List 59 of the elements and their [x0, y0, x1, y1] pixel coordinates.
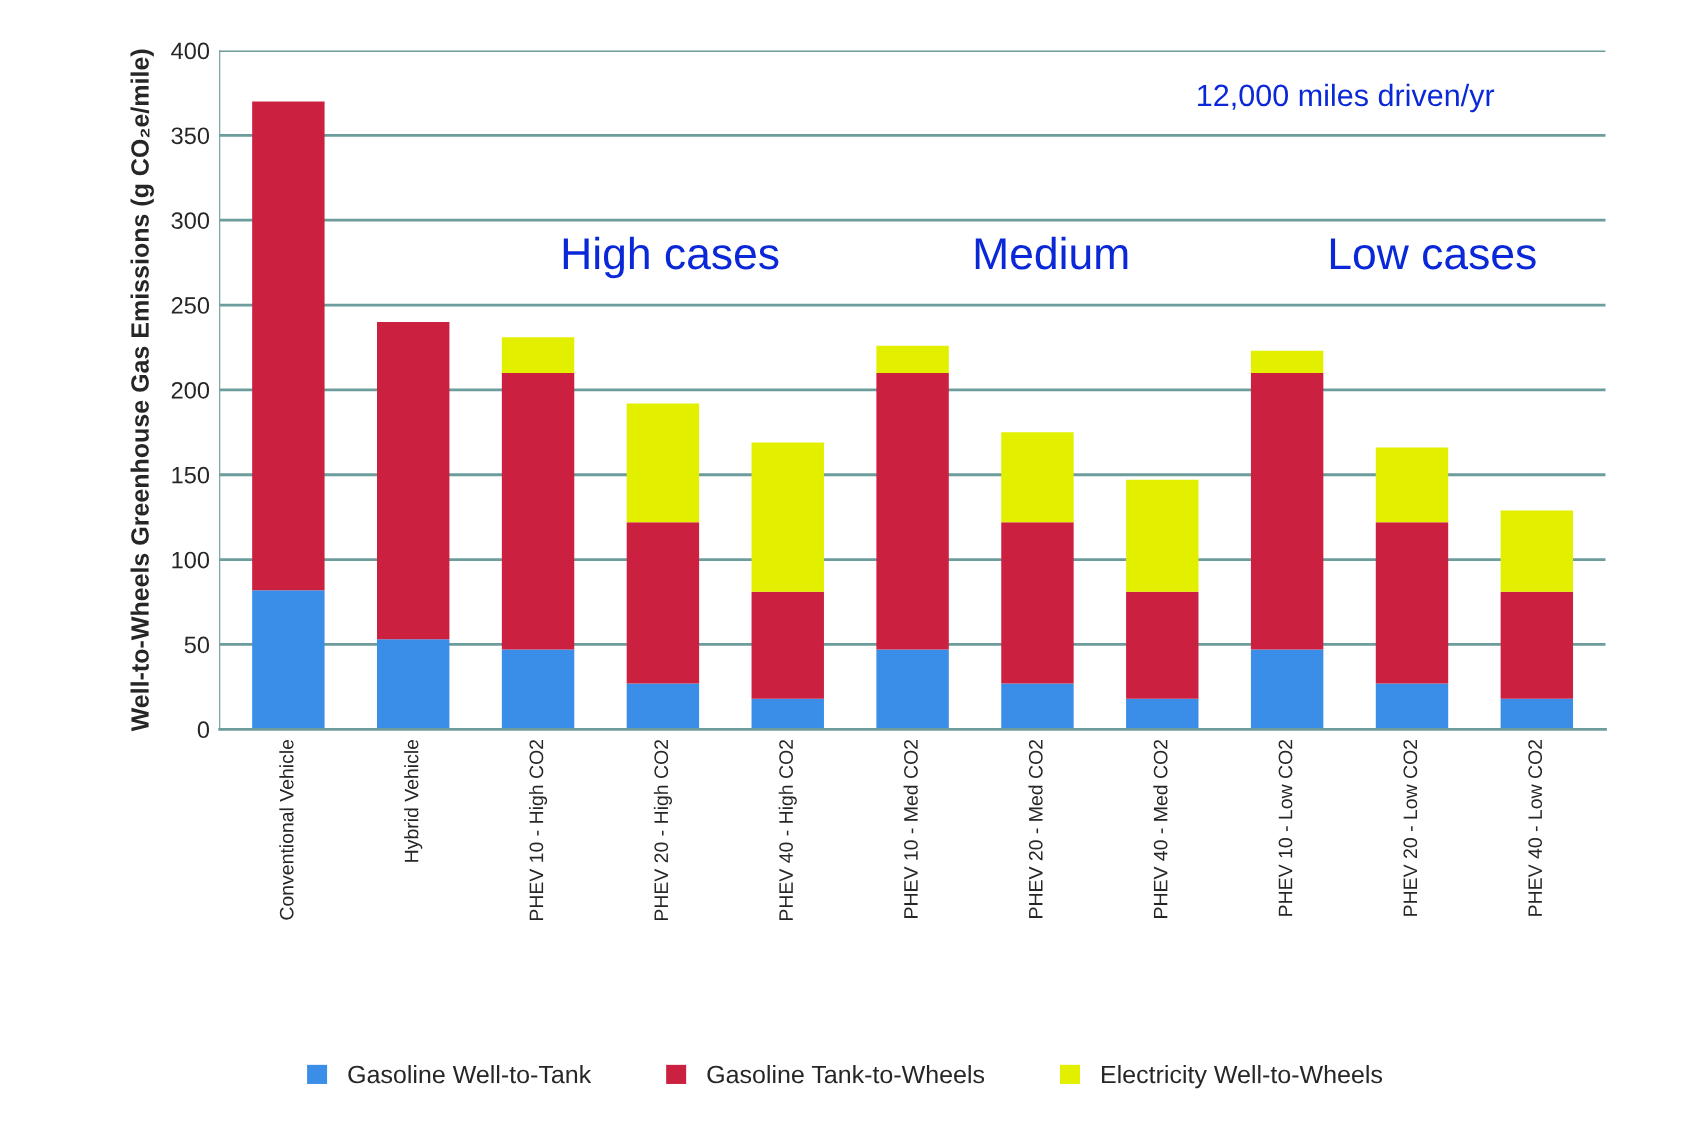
annotation: 12,000 miles driven/yr: [1198, 83, 1495, 113]
y-tick-label: 250: [171, 297, 210, 314]
bar: [501, 649, 575, 730]
bar: [1375, 522, 1449, 684]
bar: [252, 590, 325, 730]
y-axis-title: Well-to-Wheels Greenhouse Gas Emissions (g CO₂e/mile): [130, 49, 154, 732]
x-tick-label: PHEV 20 - High CO2: [653, 739, 672, 921]
y-tick-label: 100: [172, 551, 210, 569]
y-tick-label: 300: [171, 212, 210, 229]
y-tick-label: 150: [172, 466, 210, 484]
bar: [876, 372, 949, 650]
bar: [252, 101, 325, 591]
bar: [1500, 591, 1574, 699]
bar: [1500, 698, 1574, 730]
x-tick-label: PHEV 40 - Low CO2: [1528, 739, 1543, 916]
annotation: Low cases: [1330, 238, 1536, 270]
bar: [1001, 432, 1074, 523]
x-tick-label: PHEV 10 - Med CO2: [903, 739, 918, 918]
bar: [876, 649, 949, 730]
bar: [501, 372, 575, 650]
bar: [1250, 350, 1324, 373]
bar: [377, 322, 450, 640]
bar: [626, 522, 700, 684]
x-tick-label: Conventional Vehicle: [279, 739, 294, 920]
y-tick-label: 200: [171, 381, 210, 399]
x-tick-label: PHEV 40 - High CO2: [778, 739, 797, 921]
bar: [1375, 447, 1449, 523]
bar: [1250, 372, 1324, 650]
x-tick-label: PHEV 10 - Low CO2: [1278, 739, 1293, 916]
bar: [626, 683, 700, 730]
bar: [1250, 649, 1324, 730]
bar: [1126, 591, 1199, 699]
bar: [1126, 698, 1199, 730]
bar: [377, 639, 450, 730]
legend-label: Electricity Well-to-Wheels: [1102, 1064, 1383, 1089]
annotation: High cases: [563, 236, 779, 279]
y-tick-label: 0: [197, 721, 210, 739]
annotation: Medium: [975, 236, 1128, 270]
x-tick-label: PHEV 20 - Low CO2: [1403, 739, 1418, 916]
y-tick-label: 350: [171, 127, 210, 145]
bar: [1001, 683, 1074, 730]
bar: [876, 345, 949, 373]
bar: [1375, 683, 1449, 730]
bar: [751, 698, 824, 730]
y-tick-label: 400: [171, 42, 210, 60]
x-tick-label: Hybrid Vehicle: [404, 739, 423, 862]
bar: [501, 337, 575, 373]
x-tick-label: PHEV 40 - Med CO2: [1153, 739, 1168, 918]
x-tick-label: PHEV 20 - Med CO2: [1028, 739, 1043, 918]
legend-label: Gasoline Tank-to-Wheels: [707, 1064, 985, 1084]
bar: [751, 591, 824, 699]
x-tick-label: PHEV 10 - High CO2: [529, 739, 548, 921]
bar: [626, 403, 700, 523]
bar: [1126, 479, 1199, 592]
legend-label: Gasoline Well-to-Tank: [348, 1064, 592, 1084]
y-tick-label: 50: [184, 636, 210, 654]
bar: [1500, 510, 1574, 592]
bar: [751, 442, 824, 592]
bar: [1001, 522, 1074, 684]
